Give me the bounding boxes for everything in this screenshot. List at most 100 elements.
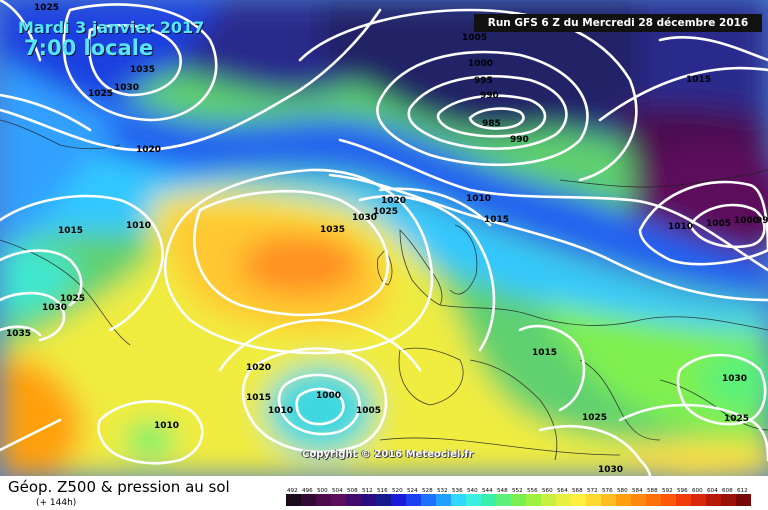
color-scale-label: 564: [557, 488, 568, 494]
isobar-label: 1035: [320, 225, 345, 235]
color-scale-label: 600: [692, 488, 703, 494]
legend-title: Géop. Z500 & pression au sol: [8, 478, 230, 496]
color-scale-label: 548: [497, 488, 508, 494]
forecast-date: Mardi 3 janvier 2017: [18, 18, 205, 37]
color-scale-label: 536: [452, 488, 463, 494]
color-scale-swatch: [571, 494, 586, 506]
color-scale-swatch: [721, 494, 736, 506]
color-scale-label: 508: [347, 488, 358, 494]
isobar-label: 1030: [598, 465, 623, 475]
color-scale-label: 556: [527, 488, 538, 494]
isobar-label: 1015: [686, 75, 711, 85]
color-scale-label: 592: [662, 488, 673, 494]
legend: Géop. Z500 & pression au sol (+ 144h) 49…: [0, 476, 768, 510]
color-scale-swatch: [586, 494, 601, 506]
isobar-label: 1025: [724, 414, 749, 424]
color-scale-swatch: [301, 494, 316, 506]
isobar-label: 995: [756, 216, 768, 226]
isobar-label: 1020: [381, 196, 406, 206]
isobar-label: 1025: [582, 413, 607, 423]
color-scale-label: 588: [647, 488, 658, 494]
color-scale-labels: 492 496 500 504 508 512 516 520 524 528 532 536 540 5…: [287, 488, 748, 494]
isobar-label: 1030: [722, 374, 747, 384]
color-scale-swatch: [616, 494, 631, 506]
color-scale-swatch: [511, 494, 526, 506]
color-scale-swatch: [376, 494, 391, 506]
color-scale-swatch: [451, 494, 466, 506]
color-scale-swatch: [481, 494, 496, 506]
color-scale-label: 568: [572, 488, 583, 494]
color-scale-swatch: [556, 494, 571, 506]
color-scale-swatch: [361, 494, 376, 506]
color-scale-label: 580: [617, 488, 628, 494]
isobar-label: 1025: [60, 294, 85, 304]
copyright: Copyright © 2016 Meteociel.fr: [302, 449, 474, 460]
isobar-label: 985: [482, 119, 501, 129]
isobar-label: 1015: [532, 348, 557, 358]
isobar-label: 1015: [58, 226, 83, 236]
color-scale-swatch: [496, 494, 511, 506]
color-scale-swatch: [286, 494, 301, 506]
isobar-label: 1035: [130, 65, 155, 75]
color-scale-label: 500: [317, 488, 328, 494]
color-scale-swatch: [421, 494, 436, 506]
color-scale-label: 544: [482, 488, 493, 494]
isobar-label: 1005: [706, 219, 731, 229]
color-scale-label: 572: [587, 488, 598, 494]
geopotential-field: 1025 1035 1030 1025 1020 1005 1000 995 9…: [0, 0, 768, 476]
color-scale-swatch: [631, 494, 646, 506]
color-scale-label: 528: [422, 488, 433, 494]
legend-subtitle: (+ 144h): [36, 498, 77, 508]
color-scale-label: 524: [407, 488, 418, 494]
color-scale-swatch: [646, 494, 661, 506]
color-scale-swatch: [601, 494, 616, 506]
color-scale-label: 532: [437, 488, 448, 494]
isobar-label: 1025: [88, 89, 113, 99]
color-scale-swatch: [706, 494, 721, 506]
isobar-label: 1015: [246, 393, 271, 403]
color-scale-swatch: [691, 494, 706, 506]
color-scale-swatch: [331, 494, 346, 506]
isobar-label: 1010: [126, 221, 151, 231]
isobar-label: 1035: [6, 329, 31, 339]
isobar-label: 1010: [154, 421, 179, 431]
color-scale-label: 520: [392, 488, 403, 494]
isobar-label: 1000: [734, 216, 759, 226]
isobar-label: 1020: [136, 145, 161, 155]
color-scale-swatch: [346, 494, 361, 506]
isobar-label: 1030: [42, 303, 67, 313]
color-scale-swatch: [436, 494, 451, 506]
color-scale-label: 516: [377, 488, 388, 494]
color-scale-label: 608: [722, 488, 733, 494]
color-scale-swatch: [406, 494, 421, 506]
isobar-label: 1010: [268, 406, 293, 416]
isobar-label: 1030: [352, 213, 377, 223]
isobar-label: 1010: [466, 194, 491, 204]
color-scale-label: 496: [302, 488, 313, 494]
isobar-label: 1000: [468, 59, 493, 69]
color-scale-bar: [286, 494, 751, 506]
color-scale-label: 492: [287, 488, 298, 494]
isobar-label: 1030: [114, 83, 139, 93]
color-scale-label: 596: [677, 488, 688, 494]
color-scale-swatch: [466, 494, 481, 506]
isobar-label: 1025: [373, 207, 398, 217]
isobar-label: 1005: [462, 33, 487, 43]
isobar-label: 990: [480, 91, 499, 101]
color-scale-label: 604: [707, 488, 718, 494]
isobar-label: 1025: [34, 3, 59, 13]
color-scale-label: 612: [737, 488, 748, 494]
color-scale-label: 576: [602, 488, 613, 494]
color-scale-swatch: [661, 494, 676, 506]
isobar-label: 1020: [246, 363, 271, 373]
isobar-label: 1005: [356, 406, 381, 416]
isobar-label: 1000: [316, 391, 341, 401]
color-scale-label: 512: [362, 488, 373, 494]
model-run-info: Run GFS 6 Z du Mercredi 28 décembre 2016: [474, 14, 762, 32]
isobar-label: 1015: [484, 215, 509, 225]
color-scale-swatch: [676, 494, 691, 506]
isobar-label: 990: [510, 135, 529, 145]
isobar-label: 995: [474, 76, 493, 86]
color-scale-swatch: [541, 494, 556, 506]
color-scale-swatch: [391, 494, 406, 506]
